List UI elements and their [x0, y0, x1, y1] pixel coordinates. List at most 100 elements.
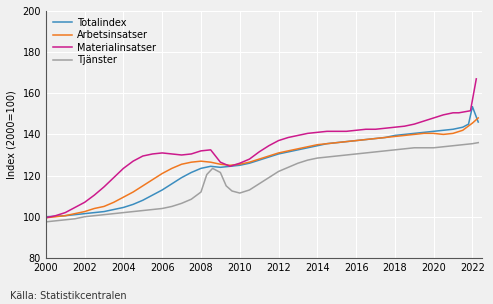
Totalindex [178, 176, 184, 179]
Totalindex [120, 206, 126, 209]
Arbetsinsatser [382, 136, 388, 139]
Arbetsinsatser [450, 132, 456, 135]
Totalindex [169, 182, 175, 186]
Tjänster [210, 167, 215, 170]
Tjänster [159, 207, 165, 210]
Arbetsinsatser [315, 143, 320, 147]
Materialinsatser [62, 211, 68, 214]
Materialinsatser [72, 206, 78, 209]
Totalindex [217, 165, 223, 169]
Materialinsatser [315, 130, 320, 134]
Arbetsinsatser [140, 184, 146, 188]
Arbetsinsatser [82, 210, 88, 213]
Totalindex [101, 210, 107, 213]
Arbetsinsatser [402, 134, 408, 137]
Arbetsinsatser [469, 121, 475, 125]
Materialinsatser [178, 153, 184, 157]
Totalindex [208, 164, 213, 168]
Tjänster [285, 165, 291, 169]
Materialinsatser [363, 127, 369, 131]
Tjänster [373, 150, 379, 154]
Arbetsinsatser [475, 116, 481, 120]
Arbetsinsatser [178, 162, 184, 166]
Line: Arbetsinsatser: Arbetsinsatser [46, 118, 478, 218]
Arbetsinsatser [295, 147, 301, 151]
Tjänster [353, 152, 359, 156]
Arbetsinsatser [460, 129, 466, 132]
Arbetsinsatser [276, 151, 282, 155]
Materialinsatser [237, 161, 243, 165]
Materialinsatser [382, 126, 388, 130]
Totalindex [421, 130, 427, 134]
Tjänster [363, 151, 369, 155]
Materialinsatser [344, 130, 350, 133]
Materialinsatser [473, 77, 479, 81]
Totalindex [227, 164, 233, 168]
Materialinsatser [440, 113, 446, 117]
Tjänster [469, 142, 475, 146]
Tjänster [305, 158, 311, 162]
Totalindex [276, 152, 282, 156]
Arbetsinsatser [353, 139, 359, 142]
Tjänster [344, 153, 350, 157]
Tjänster [411, 146, 417, 150]
Arbetsinsatser [440, 133, 446, 136]
Tjänster [431, 146, 437, 150]
Tjänster [130, 210, 136, 213]
Tjänster [198, 190, 204, 194]
Tjänster [140, 209, 146, 212]
Materialinsatser [120, 167, 126, 170]
Totalindex [475, 120, 481, 124]
Materialinsatser [324, 130, 330, 133]
Totalindex [266, 155, 272, 159]
Totalindex [353, 139, 359, 142]
Arbetsinsatser [62, 214, 68, 218]
Arbetsinsatser [188, 161, 194, 164]
Arbetsinsatser [392, 135, 398, 138]
Totalindex [431, 130, 437, 133]
Arbetsinsatser [373, 137, 379, 140]
Arbetsinsatser [149, 178, 155, 181]
Tjänster [246, 188, 252, 192]
Totalindex [256, 158, 262, 162]
Tjänster [382, 149, 388, 153]
Totalindex [460, 125, 466, 129]
Materialinsatser [43, 216, 49, 219]
Materialinsatser [130, 159, 136, 163]
Materialinsatser [159, 151, 165, 155]
Tjänster [82, 215, 88, 219]
Arbetsinsatser [421, 132, 427, 135]
Y-axis label: Index (2000=100): Index (2000=100) [7, 90, 17, 179]
Totalindex [159, 188, 165, 192]
Tjänster [450, 144, 456, 147]
Materialinsatser [276, 139, 282, 142]
Tjänster [475, 141, 481, 144]
Tjänster [91, 214, 97, 218]
Arbetsinsatser [120, 195, 126, 199]
Arbetsinsatser [198, 159, 204, 163]
Arbetsinsatser [217, 162, 223, 166]
Materialinsatser [246, 157, 252, 161]
Line: Tjänster: Tjänster [46, 143, 478, 222]
Arbetsinsatser [411, 133, 417, 136]
Tjänster [256, 182, 262, 186]
Arbetsinsatser [285, 149, 291, 153]
Tjänster [315, 156, 320, 160]
Materialinsatser [334, 130, 340, 133]
Materialinsatser [450, 111, 456, 115]
Tjänster [237, 191, 243, 195]
Tjänster [276, 170, 282, 173]
Totalindex [188, 171, 194, 174]
Materialinsatser [411, 122, 417, 126]
Totalindex [43, 215, 49, 219]
Materialinsatser [256, 150, 262, 154]
Materialinsatser [227, 164, 233, 168]
Materialinsatser [140, 154, 146, 158]
Materialinsatser [82, 201, 88, 204]
Tjänster [217, 171, 223, 174]
Materialinsatser [198, 149, 204, 153]
Tjänster [188, 197, 194, 201]
Materialinsatser [266, 144, 272, 147]
Tjänster [440, 145, 446, 149]
Totalindex [305, 146, 311, 150]
